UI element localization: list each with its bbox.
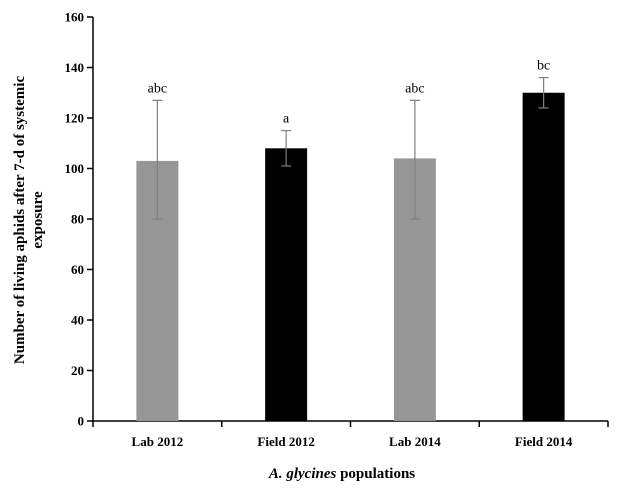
bar (265, 148, 308, 422)
x-axis-title-italic: A. glycines (268, 466, 337, 482)
significance-label: a (283, 112, 290, 127)
y-axis-title: Number of living aphids after 7-d of sys… (12, 76, 46, 365)
plot-area: 0 20 40 60 80 100 120 140 160 abc Lab 2012 a Field 2… (65, 10, 609, 449)
y-tick-label: 160 (65, 10, 85, 25)
significance-label: abc (405, 81, 424, 96)
bar (522, 92, 565, 421)
y-tick-label: 100 (65, 161, 85, 176)
x-tick-label: Field 2014 (515, 434, 573, 449)
x-tick-label: Lab 2012 (132, 434, 184, 449)
y-tick-label: 40 (71, 313, 84, 328)
y-tick-label: 120 (65, 111, 85, 126)
y-tick-label: 80 (71, 212, 84, 227)
significance-label: abc (148, 81, 167, 96)
y-tick-label: 20 (71, 363, 84, 378)
x-axis-title: A. glycines populations (268, 466, 415, 482)
significance-label: bc (537, 59, 550, 74)
y-axis-title-line-2: exposure (30, 191, 46, 249)
y-tick-label: 60 (71, 262, 84, 277)
x-tick-label: Lab 2014 (389, 434, 441, 449)
y-axis-title-line-1: Number of living aphids after 7-d of sys… (12, 76, 28, 365)
x-tick-label: Field 2012 (257, 434, 314, 449)
y-tick-label: 0 (78, 414, 85, 429)
x-axis-title-rest: populations (336, 466, 415, 482)
y-tick-label: 140 (65, 60, 85, 75)
